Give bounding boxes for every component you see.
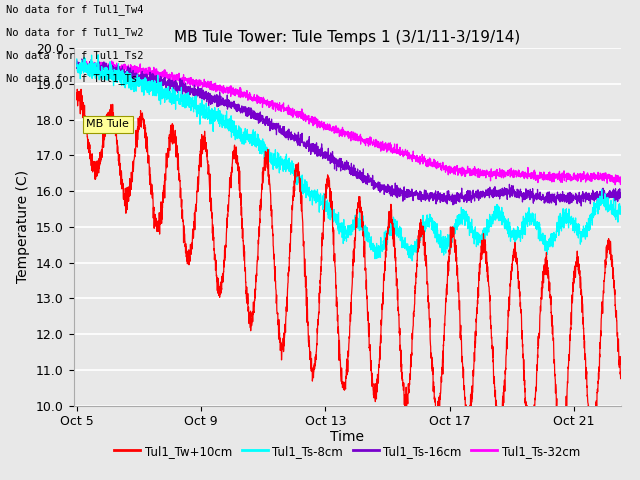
Y-axis label: Temperature (C): Temperature (C): [17, 170, 31, 283]
Text: No data for f Tul1_Ts2: No data for f Tul1_Ts2: [6, 50, 144, 61]
Title: MB Tule Tower: Tule Temps 1 (3/1/11-3/19/14): MB Tule Tower: Tule Temps 1 (3/1/11-3/19…: [174, 30, 520, 46]
Text: No data for f Tul1_Ts: No data for f Tul1_Ts: [6, 73, 138, 84]
Legend: Tul1_Tw+10cm, Tul1_Ts-8cm, Tul1_Ts-16cm, Tul1_Ts-32cm: Tul1_Tw+10cm, Tul1_Ts-8cm, Tul1_Ts-16cm,…: [109, 440, 585, 462]
Text: No data for f Tul1_Tw4: No data for f Tul1_Tw4: [6, 4, 144, 15]
Text: No data for f Tul1_Tw2: No data for f Tul1_Tw2: [6, 27, 144, 38]
X-axis label: Time: Time: [330, 430, 364, 444]
Text: MB Tule: MB Tule: [86, 119, 129, 129]
